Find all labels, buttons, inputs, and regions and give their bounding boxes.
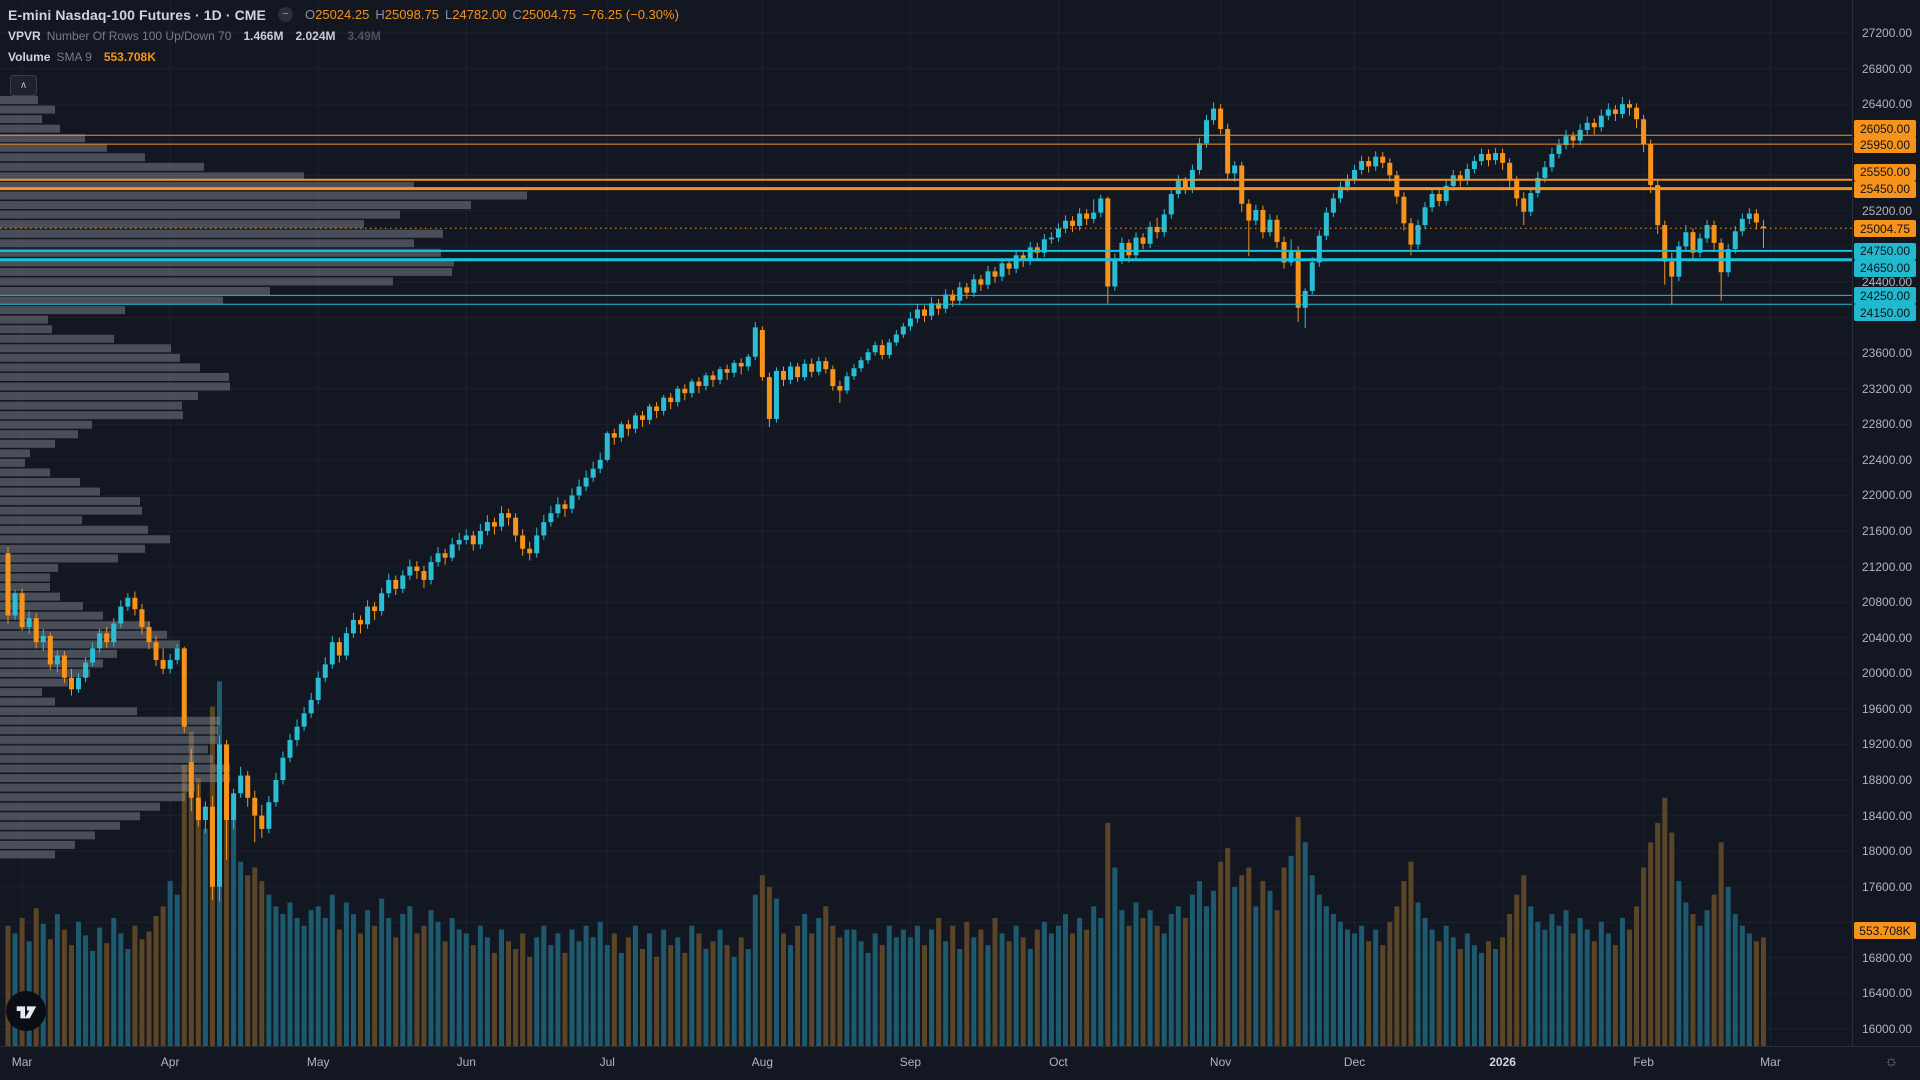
level-lines-layer (0, 134, 1852, 305)
time-axis-label: Oct (1049, 1055, 1068, 1069)
volume-settings: SMA 9 (56, 49, 92, 64)
price-tick-label: 19600.00 (1862, 701, 1913, 716)
price-tick-label: 16800.00 (1862, 950, 1913, 965)
time-axis-label: Jul (599, 1055, 615, 1069)
price-tick-label: 16400.00 (1862, 986, 1913, 1001)
time-axis-label: Aug (751, 1055, 774, 1069)
price-level-badge: 25550.00 (1854, 163, 1916, 181)
price-axis-separator (1852, 0, 1853, 1046)
time-axis-label: May (306, 1055, 330, 1069)
time-axis-label: 2026 (1489, 1055, 1516, 1069)
volume-bars-layer (5, 681, 1766, 1046)
price-level-badge: 24150.00 (1854, 304, 1916, 322)
time-axis[interactable]: Mar Apr May Jun Jul Aug Sep Oct Nov Dec 2026 Feb Mar (0, 1047, 1852, 1080)
time-axis-label: Dec (1343, 1055, 1366, 1069)
grid-layer (0, 0, 1852, 1046)
ohlc-open: O25024.25 (304, 7, 370, 22)
ohlc-high: H25098.75 (375, 7, 439, 22)
vpvr-down-volume: 2.024M (295, 28, 336, 43)
collapse-legend-button[interactable]: ∧ (10, 75, 37, 96)
price-tick-label: 18400.00 (1862, 808, 1913, 823)
change-value: −76.25 (−0.30%) (582, 7, 679, 22)
ohlc-close: C25004.75 (512, 7, 577, 22)
time-axis-label: Mar (1760, 1055, 1781, 1069)
price-tick-label: 27200.00 (1862, 26, 1913, 40)
current-price-badge: 25004.75 (1854, 220, 1916, 238)
axis-settings-icon[interactable]: ☼ (1884, 1053, 1899, 1070)
tradingview-logo-icon (16, 1006, 37, 1019)
time-axis-label: Feb (1633, 1055, 1654, 1069)
time-axis-label: Jun (456, 1055, 476, 1069)
price-tick-label: 22000.00 (1862, 488, 1913, 503)
price-tick-label: 19200.00 (1862, 737, 1913, 752)
price-tick-label: 20400.00 (1862, 630, 1913, 645)
price-tick-label: 22400.00 (1862, 452, 1913, 467)
price-tick-label: 17600.00 (1862, 879, 1913, 894)
price-level-badge: 26050.00 (1854, 120, 1916, 138)
price-tick-label: 26400.00 (1862, 97, 1913, 112)
symbol-title[interactable]: E-mini Nasdaq-100 Futures · 1D · CME (8, 6, 266, 23)
time-axis-label: Apr (160, 1055, 180, 1069)
chart-canvas[interactable] (0, 0, 1852, 1046)
price-axis[interactable]: 16000.00 16400.00 16800.00 17600.00 18000.00… (1853, 0, 1920, 1046)
price-tick-label: 26800.00 (1862, 61, 1913, 76)
vpvr-settings: Number Of Rows 100 Up/Down 70 (46, 28, 232, 43)
volume-sma-value: 553.708K (103, 49, 156, 64)
price-level-badge: 24750.00 (1854, 242, 1916, 260)
time-axis-separator (0, 1046, 1920, 1047)
candles-layer (5, 97, 1766, 902)
volume-sma-badge: 553.708K (1854, 922, 1916, 939)
time-axis-label: Mar (11, 1055, 33, 1069)
time-axis-label: Nov (1209, 1055, 1232, 1069)
price-level-badge: 24650.00 (1854, 259, 1916, 277)
chevron-up-icon: ∧ (19, 80, 28, 91)
price-tick-label: 23200.00 (1862, 381, 1913, 396)
price-tick-label: 22800.00 (1862, 417, 1913, 432)
legend: E-mini Nasdaq-100 Futures · 1D · CME − O… (8, 4, 679, 67)
price-tick-label: 23600.00 (1862, 346, 1913, 361)
tradingview-logo[interactable] (6, 991, 46, 1031)
price-tick-label: 18800.00 (1862, 772, 1913, 787)
price-tick-label: 20000.00 (1862, 666, 1913, 681)
price-tick-label: 20800.00 (1862, 595, 1913, 610)
volume-row[interactable]: Volume SMA 9 553.708K (8, 46, 679, 67)
price-level-badge: 24250.00 (1854, 287, 1916, 305)
ohlc-low: L24782.00 (444, 7, 507, 22)
vpvr-up-volume: 1.466M (243, 28, 284, 43)
price-level-badge: 25450.00 (1854, 180, 1916, 198)
price-tick-label: 18000.00 (1862, 844, 1913, 859)
price-tick-label: 16000.00 (1862, 1021, 1913, 1036)
time-axis-label: Sep (899, 1055, 922, 1069)
vpvr-row[interactable]: VPVR Number Of Rows 100 Up/Down 70 1.466… (8, 25, 679, 46)
volume-profile-layer (0, 96, 527, 859)
vpvr-name[interactable]: VPVR (8, 28, 41, 43)
price-tick-label: 24400.00 (1862, 274, 1913, 289)
price-tick-label: 25200.00 (1862, 203, 1913, 218)
legend-minus-icon[interactable]: − (277, 7, 293, 22)
price-tick-label: 21200.00 (1862, 559, 1913, 574)
price-tick-label: 21600.00 (1862, 523, 1913, 538)
volume-name[interactable]: Volume (8, 49, 51, 64)
symbol-row[interactable]: E-mini Nasdaq-100 Futures · 1D · CME − O… (8, 4, 679, 25)
vpvr-total-volume: 3.49M (347, 28, 381, 43)
price-level-badge: 25950.00 (1854, 136, 1916, 154)
